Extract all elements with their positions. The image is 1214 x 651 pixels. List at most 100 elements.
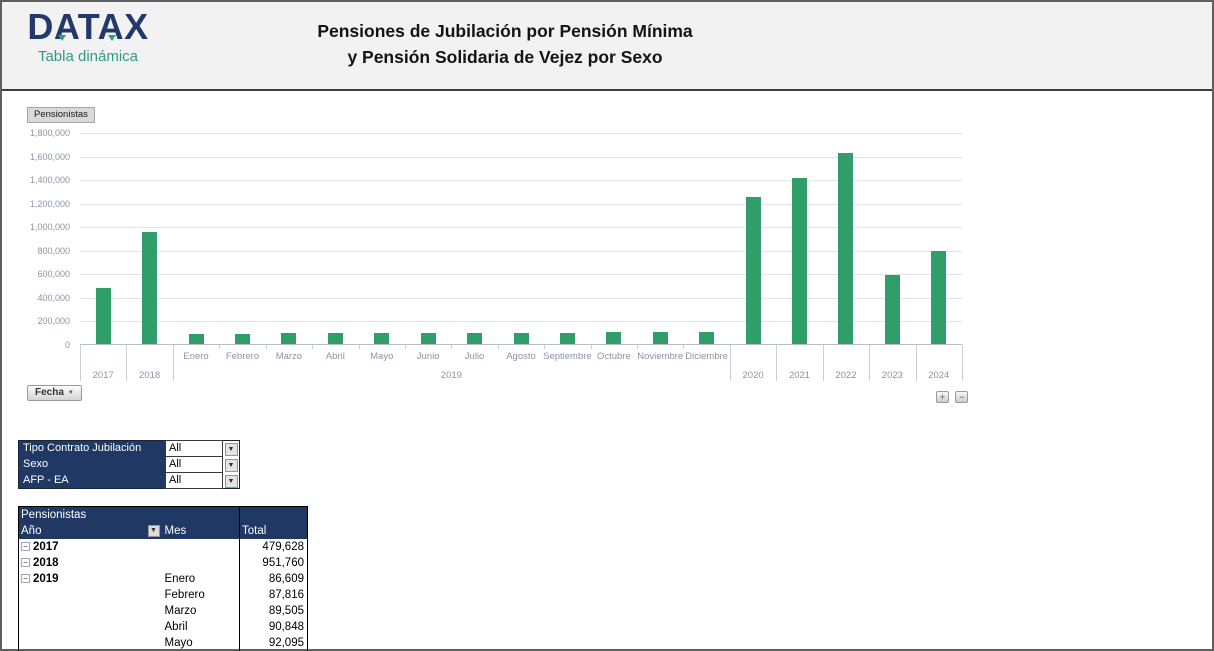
- pivot-table: Pensionistas Año ▼ Mes Total −2017 479,62…: [18, 506, 308, 651]
- pivot-month-value: Enero: [164, 573, 196, 585]
- pivot-col-month: Mes: [162, 523, 240, 539]
- pivot-month-value: Marzo: [164, 605, 197, 617]
- y-axis-tick-label: 1,800,000: [29, 128, 70, 138]
- logo-accent-icon: [58, 35, 66, 41]
- bar-2023: [884, 275, 900, 344]
- pivot-year-value: 2017: [33, 541, 59, 553]
- x-axis-year-label: 2018: [139, 370, 161, 381]
- x-axis-month-label: Mayo: [370, 351, 394, 362]
- pivot-month-cell: [163, 555, 240, 571]
- gridline: [80, 274, 962, 276]
- y-axis-tick-label: 1,600,000: [29, 151, 70, 162]
- axis-month-tick: [404, 345, 406, 349]
- table-row: Mayo 92,095: [19, 635, 308, 651]
- pivot-month-value: Abril: [164, 621, 188, 633]
- bar-2020: [745, 197, 761, 344]
- collapse-year-button[interactable]: −: [21, 542, 30, 551]
- axis-group-divider: [80, 345, 81, 381]
- x-axis-year-label: 2021: [788, 370, 811, 381]
- pivot-total-value: 87,816: [268, 589, 304, 601]
- axis-group-divider: [776, 345, 778, 381]
- gridline: [80, 297, 962, 299]
- bar-octubre-2019: [606, 332, 622, 344]
- filter-label: Sexo: [18, 456, 166, 473]
- pivot-chart: Pensionistas 0 200,000 400,000 600,000 800,0…: [2, 93, 1212, 415]
- year-filter-dropdown-icon[interactable]: ▼: [147, 525, 160, 537]
- pivot-year-cell: [19, 619, 163, 635]
- axis-group-divider: [172, 345, 174, 381]
- logo-wordmark: DATAX: [27, 6, 149, 47]
- axis-group-divider: [822, 345, 824, 381]
- x-axis-month-label: Noviembre: [637, 351, 684, 362]
- pivot-year-cell: [19, 603, 163, 619]
- pivot-total-cell: 89,505: [239, 603, 308, 619]
- x-axis: 2017 2018 Enero Febrero Marzo Abril Mayo Junio J…: [80, 345, 963, 387]
- bar-mayo-2019: [374, 333, 390, 344]
- collapse-year-button[interactable]: −: [21, 574, 30, 583]
- y-axis: 0 200,000 400,000 600,000 800,000 1,000,000 1,…: [2, 93, 70, 393]
- datax-logo: DATAX Tabla dinámica: [22, 6, 154, 66]
- bar-2024: [931, 251, 947, 344]
- axis-month-tick: [312, 345, 314, 349]
- axis-month-tick: [544, 345, 546, 349]
- pivot-year-value: 2019: [33, 573, 59, 585]
- filter-dropdown-icon[interactable]: ▼: [224, 443, 238, 457]
- gridline: [80, 133, 962, 134]
- x-axis-month-label: Abril: [325, 351, 345, 362]
- filter-value[interactable]: All: [165, 440, 223, 457]
- filter-row: Tipo Contrato Jubilación All ▼: [18, 440, 240, 457]
- axis-month-tick: [358, 345, 360, 349]
- filter-dropdown-icon[interactable]: ▼: [224, 474, 238, 488]
- pivot-header-row: Año ▼ Mes Total: [18, 523, 308, 539]
- axis-month-tick: [265, 345, 267, 349]
- table-row: Abril 90,848: [19, 619, 308, 635]
- pivot-title-spacer: [239, 506, 308, 523]
- axis-month-tick: [637, 345, 639, 349]
- x-axis-month-label: Diciembre: [685, 351, 729, 362]
- y-axis-tick-label: 400,000: [37, 292, 70, 303]
- pivot-total-cell: 92,095: [239, 635, 308, 651]
- filter-label: Tipo Contrato Jubilación: [18, 440, 166, 457]
- pivot-title-row: Pensionistas: [18, 506, 308, 523]
- pivot-month-cell: Mayo: [163, 635, 240, 651]
- pivot-total-cell: 479,628: [239, 539, 308, 555]
- pivot-month-cell: Enero: [163, 571, 240, 587]
- pivot-year-value: 2018: [33, 557, 59, 569]
- pivot-total-value: 951,760: [262, 557, 304, 569]
- value-field-button[interactable]: Pensionistas: [27, 107, 95, 123]
- filter-row: AFP - EA All ▼: [18, 472, 240, 489]
- axis-month-tick: [590, 345, 592, 349]
- axis-field-button[interactable]: Fecha ▼: [27, 385, 82, 401]
- bar-agosto-2019: [513, 333, 529, 344]
- x-axis-year-label: 2023: [881, 370, 903, 381]
- axis-field-label: Fecha: [35, 387, 64, 398]
- page-title-line2: y Pensión Solidaria de Vejez por Sexo: [347, 47, 663, 67]
- bar-abril-2019: [327, 333, 343, 344]
- bar-enero-2019: [188, 334, 204, 344]
- pivot-year-cell: −2017: [19, 539, 163, 555]
- bar-julio-2019: [467, 333, 483, 344]
- page-title-line1: Pensiones de Jubilación por Pensión Míni…: [317, 21, 693, 41]
- collapse-field-button[interactable]: −: [955, 391, 969, 403]
- axis-month-tick: [451, 345, 453, 349]
- pivot-col-year: Año ▼: [18, 523, 163, 539]
- axis-month-tick: [683, 345, 685, 349]
- gridline: [80, 156, 962, 158]
- filter-dropdown-icon[interactable]: ▼: [224, 459, 238, 472]
- field-expand-collapse: + −: [934, 387, 969, 405]
- collapse-year-button[interactable]: −: [21, 558, 30, 567]
- pivot-total-cell: 86,609: [239, 571, 308, 587]
- y-axis-tick-label: 1,200,000: [29, 198, 70, 209]
- filter-value[interactable]: All: [165, 456, 223, 473]
- expand-field-button[interactable]: +: [936, 391, 949, 403]
- table-row: Marzo 89,505: [19, 603, 308, 619]
- bar-febrero-2019: [234, 334, 250, 344]
- pivot-total-value: 90,848: [268, 621, 304, 633]
- filter-dropdown-cell: ▼: [223, 457, 240, 473]
- chevron-down-icon: ▼: [67, 390, 74, 396]
- pivot-total-cell: 951,760: [239, 555, 308, 571]
- filter-value[interactable]: All: [165, 472, 223, 489]
- logo-subtitle: Tabla dinámica: [37, 48, 139, 65]
- x-axis-year-label: 2017: [92, 370, 114, 381]
